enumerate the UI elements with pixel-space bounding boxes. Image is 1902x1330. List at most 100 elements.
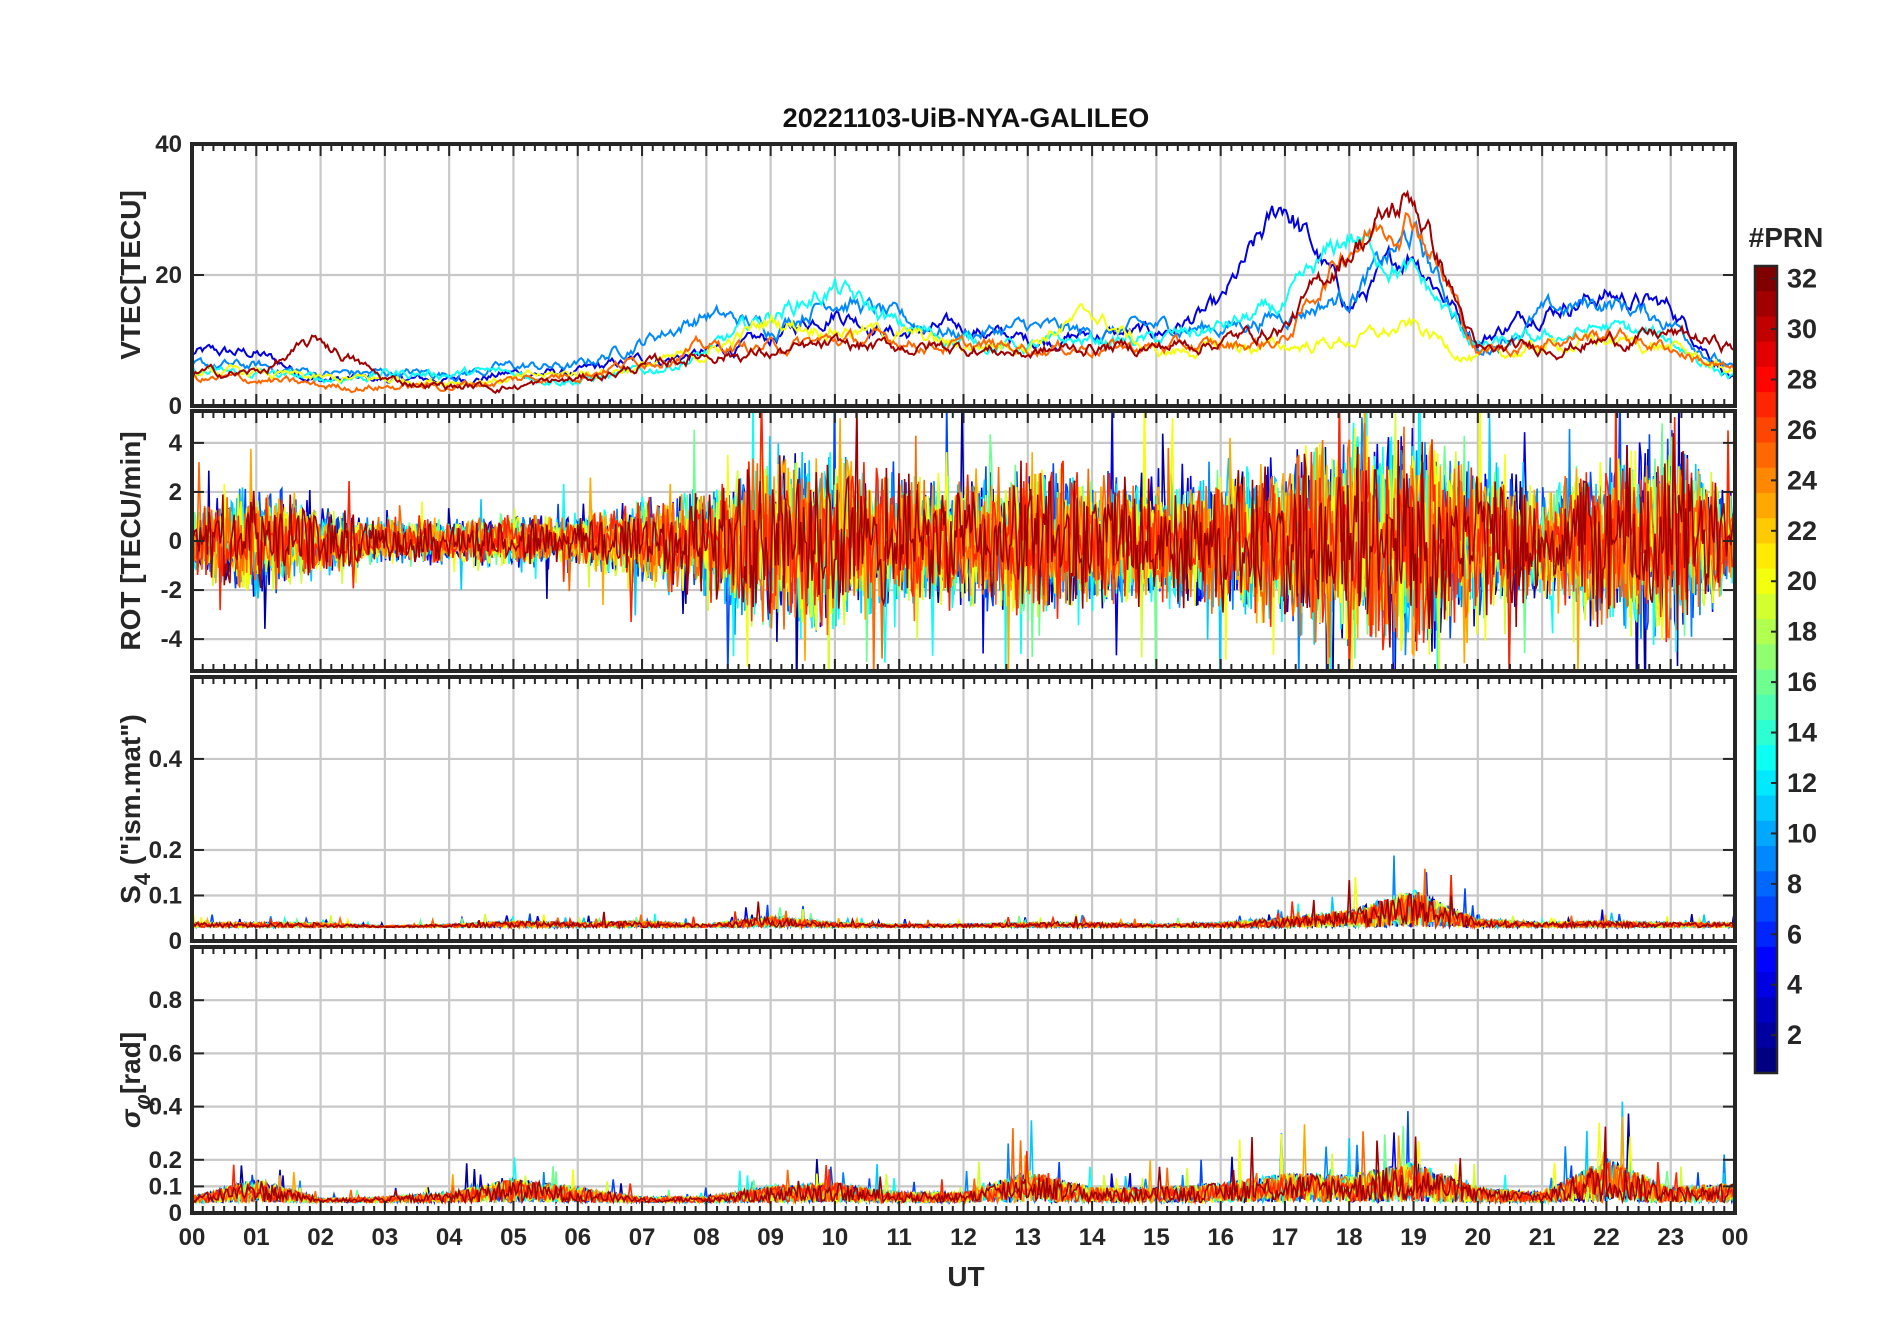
x-tick-label: 16: [1207, 1224, 1234, 1251]
y-axis-title-rot: ROT [TECU/min]: [115, 431, 146, 650]
y-tick-label: 0.4: [149, 1094, 183, 1121]
colorbar-band: [1755, 694, 1777, 721]
colorbar-title: #PRN: [1749, 222, 1824, 253]
x-tick-label: 10: [822, 1224, 849, 1251]
colorbar-band: [1755, 871, 1777, 898]
colorbar-band: [1755, 1022, 1777, 1049]
y-tick-label: 0.2: [149, 1147, 182, 1174]
rot-line-prn-27: [192, 411, 1735, 671]
y-tick-label: 0.1: [149, 1173, 182, 1200]
x-tick-label: 11: [887, 1224, 912, 1251]
rot-line-prn-25: [192, 423, 1735, 671]
colorbar-frame: [1753, 264, 1779, 1075]
colorbar-band: [1755, 1047, 1777, 1074]
x-ticks-rot: [191, 411, 1736, 671]
y-tick-label: 0: [169, 928, 182, 955]
y-tick-label: 0.8: [149, 987, 182, 1014]
colorbar-tick-label: 28: [1787, 364, 1817, 394]
colorbar-band: [1755, 997, 1777, 1024]
colorbar-tick-label: 4: [1787, 970, 1802, 1000]
y-ticks-sigma_phi: 00.10.2 0.4 0.6 0.8: [149, 987, 1735, 1227]
rot-line-prn-31: [192, 411, 1735, 648]
colorbar-tick-label: 26: [1787, 415, 1817, 445]
x-tick-label: 22: [1593, 1224, 1620, 1251]
x-tick-label: 01: [243, 1224, 270, 1251]
y-axis-title-main: σ: [115, 1108, 146, 1128]
colorbar-band: [1755, 820, 1777, 847]
x-tick-label: 17: [1272, 1224, 1299, 1251]
y-tick-label: 4: [169, 430, 183, 457]
s4-line-prn-31: [192, 880, 1735, 931]
colorbar-band: [1755, 719, 1777, 746]
colorbar-tick-label: 16: [1787, 667, 1817, 697]
x-tick-label: 05: [500, 1224, 527, 1251]
colorbar-tick-label: 10: [1787, 818, 1817, 848]
y-ticks-s4: 0 0.1 0.2 0.4: [149, 746, 1735, 955]
colorbar-band: [1755, 316, 1777, 343]
x-tick-label: 04: [436, 1224, 463, 1251]
series-sigma_phi: [192, 1101, 1735, 1206]
y-axis-title-s4: S4 ("ism.mat"): [115, 714, 155, 904]
x-tick-label: 18: [1336, 1224, 1363, 1251]
colorbar-band: [1755, 972, 1777, 998]
panel-s4: 00.10.20.4S4 ("ism.mat"): [115, 675, 1737, 955]
x-tick-label: 03: [372, 1224, 399, 1251]
y-tick-label: 0.6: [149, 1040, 182, 1067]
colorbar-tick-label: 22: [1787, 516, 1817, 546]
y-tick-label: 0: [169, 393, 182, 420]
y-axis-title-main: S: [115, 885, 146, 904]
colorbar-band: [1755, 946, 1777, 973]
x-tick-label: 13: [1014, 1224, 1041, 1251]
grid-vtec: [192, 144, 1735, 406]
colorbar-tick-label: 24: [1787, 465, 1817, 495]
panel-vtec: 0 20 40 VTEC[TECU]: [115, 131, 1737, 420]
colorbar-band: [1755, 341, 1777, 368]
x-tick-label: 00: [1722, 1224, 1749, 1251]
colorbar-tick-label: 20: [1787, 566, 1817, 596]
x-ticks-s4: [191, 677, 1736, 941]
colorbar-tick-label: 18: [1787, 617, 1817, 647]
colorbar-band: [1755, 619, 1777, 645]
colorbar-tick-label: 6: [1787, 919, 1802, 949]
colorbar-tick-label: 30: [1787, 314, 1817, 344]
y-axis-title-sub: 4: [130, 872, 155, 885]
colorbar-band: [1755, 896, 1777, 923]
x-ticks-vtec: [191, 144, 1736, 406]
series-vtec: [192, 189, 1735, 395]
y-tick-label: 2: [169, 479, 182, 506]
x-tick-label: 12: [950, 1224, 977, 1251]
colorbar-band: [1755, 846, 1777, 872]
colorbar-band: [1755, 392, 1777, 418]
colorbar-band: [1755, 795, 1777, 822]
colorbar-band: [1755, 543, 1777, 570]
colorbar-tick-label: 14: [1787, 718, 1817, 748]
x-tick-label: 20: [1464, 1224, 1491, 1251]
colorbar-band: [1755, 593, 1777, 620]
panel-sigma_phi: 00.10.2 0.4 0.6 0.8 σφ[rad]: [115, 945, 1737, 1227]
colorbar-band: [1755, 417, 1777, 444]
x-tick-label: 09: [757, 1224, 784, 1251]
x-tick-label: 00: [179, 1224, 206, 1251]
y-axis-title-vtec: VTEC[TECU]: [115, 190, 146, 360]
y-tick-label: 0.2: [149, 837, 182, 864]
colorbar-band: [1755, 921, 1777, 948]
colorbar-band: [1755, 669, 1777, 696]
colorbar-band: [1755, 644, 1777, 671]
y-axis-title-sigma_phi: σφ[rad]: [115, 1032, 155, 1128]
x-tick-label: 07: [629, 1224, 656, 1251]
colorbar-tick-label: 32: [1787, 264, 1817, 294]
colorbar-band: [1755, 442, 1777, 469]
vtec-line-prn-25: [192, 211, 1735, 394]
y-tick-label: 0: [169, 1200, 182, 1227]
sigma_phi-line-prn-31: [192, 1126, 1735, 1205]
colorbar-band: [1755, 291, 1777, 318]
y-axis-title-rest: [rad]: [115, 1032, 146, 1094]
colorbar-band: [1755, 366, 1777, 393]
colorbar-band: [1755, 770, 1777, 797]
colorbar-band: [1755, 492, 1777, 519]
grid-s4: [192, 677, 1735, 941]
x-tick-label: 19: [1400, 1224, 1427, 1251]
y-tick-label: 0: [169, 528, 182, 555]
series-rot: [192, 411, 1735, 671]
